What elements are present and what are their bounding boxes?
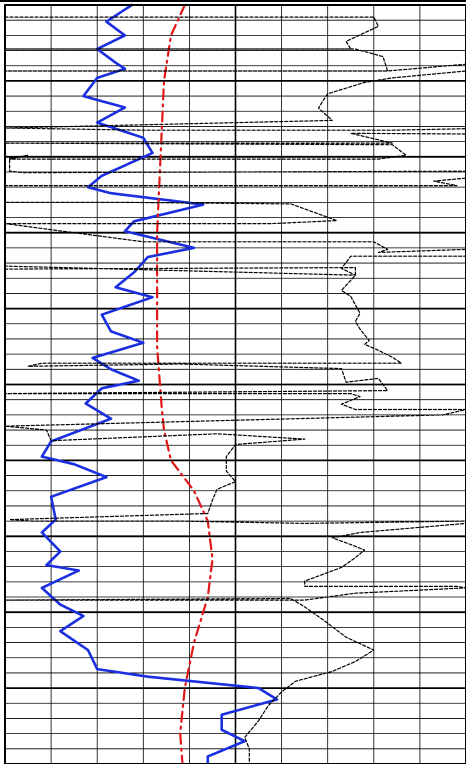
- series-red-dashdot: [156, 3, 214, 764]
- series-layer: [4, 3, 466, 764]
- plot-frame: [4, 4, 466, 764]
- series-black-dashed: [4, 16, 466, 764]
- grid: [4, 4, 466, 764]
